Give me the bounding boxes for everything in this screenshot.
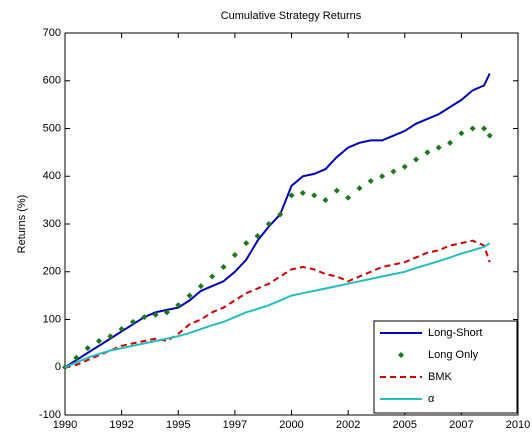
marker (311, 192, 318, 199)
y-tick-label: 200 (43, 266, 61, 278)
marker (356, 185, 363, 192)
marker (379, 173, 386, 180)
marker (209, 273, 216, 280)
marker (84, 345, 91, 352)
y-tick-label: 300 (43, 218, 61, 230)
legend-label: α (428, 393, 435, 405)
legend-marker (398, 352, 404, 358)
marker (390, 168, 397, 175)
marker (254, 232, 261, 239)
x-tick-label: 2000 (279, 419, 303, 431)
marker (129, 318, 136, 325)
y-tick-label: 700 (43, 27, 61, 39)
marker (163, 309, 170, 316)
marker (243, 240, 250, 247)
marker (152, 311, 159, 318)
legend-label: BMK (428, 371, 453, 383)
marker (447, 139, 454, 146)
marker (73, 354, 80, 361)
y-tick-label: 600 (43, 75, 61, 87)
y-tick-label: 400 (43, 170, 61, 182)
chart-title: Cumulative Strategy Returns (221, 10, 362, 22)
y-tick-label: 0 (55, 361, 61, 373)
marker (220, 263, 227, 270)
marker (231, 252, 238, 259)
x-tick-label: 1992 (109, 419, 133, 431)
legend-label: Long-Short (428, 327, 482, 339)
marker (175, 302, 182, 309)
x-tick-label: 2010 (506, 419, 530, 431)
y-tick-label: 500 (43, 122, 61, 134)
marker (322, 197, 329, 204)
marker (435, 144, 442, 151)
marker (118, 326, 125, 333)
marker (333, 187, 340, 194)
marker (95, 337, 102, 344)
marker (277, 211, 284, 218)
marker (469, 125, 476, 132)
marker (265, 221, 272, 227)
marker (299, 189, 306, 196)
marker (424, 149, 431, 156)
marker (288, 192, 295, 199)
x-tick-label: 2005 (393, 419, 417, 431)
marker (107, 333, 114, 340)
legend-box (373, 320, 518, 414)
series-line (64, 239, 491, 369)
x-tick-label: 1990 (53, 419, 77, 431)
x-tick-label: 1995 (166, 419, 190, 431)
marker (401, 163, 408, 170)
marker (481, 125, 488, 132)
y-tick-label: 100 (43, 313, 61, 325)
x-tick-label: 2007 (449, 419, 473, 431)
legend-label: Long Only (428, 349, 479, 361)
marker (141, 314, 148, 321)
marker (458, 130, 465, 137)
y-axis-label: Returns (%) (16, 195, 28, 254)
marker (345, 194, 352, 201)
series-line (64, 242, 491, 369)
marker (367, 178, 374, 185)
x-tick-label: 2002 (336, 419, 360, 431)
marker (186, 292, 193, 299)
marker (413, 156, 420, 163)
y-tick-label: -100 (39, 409, 61, 421)
x-tick-label: 1997 (223, 419, 247, 431)
marker (486, 132, 493, 139)
marker (197, 283, 204, 290)
